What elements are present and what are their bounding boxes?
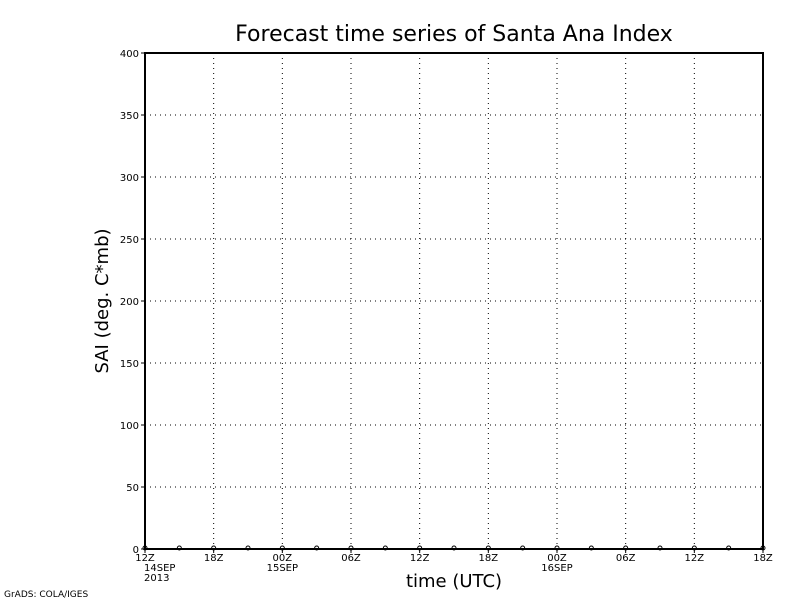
y-tick-label: 400 <box>120 49 139 60</box>
y-tick-label: 300 <box>120 173 139 184</box>
x-tick-label: 16SEP <box>541 563 572 574</box>
x-tick-label: 12Z <box>685 553 705 564</box>
footer-credit: GrADS: COLA/IGES <box>4 590 88 600</box>
x-axis-label: time (UTC) <box>406 571 502 592</box>
y-tick-label: 0 <box>133 545 139 556</box>
y-axis-ticks: 0 50 100 150 200 250 300 350 400 <box>120 49 145 556</box>
x-tick-label: 12Z <box>410 553 430 564</box>
x-tick-label: 14SEP <box>144 563 175 574</box>
x-tick-label: 18Z <box>753 553 773 564</box>
y-tick-label: 50 <box>126 483 139 494</box>
x-tick-label: 12Z <box>135 553 155 564</box>
x-tick-label: 18Z <box>479 553 499 564</box>
y-tick-label: 150 <box>120 359 139 370</box>
chart-title: Forecast time series of Santa Ana Index <box>235 22 673 47</box>
y-axis-label: SAI (deg. C*mb) <box>92 228 113 373</box>
grid-lines <box>145 53 763 549</box>
x-tick-label: 06Z <box>616 553 636 564</box>
x-tick-label: 00Z <box>547 553 567 564</box>
x-tick-label: 18Z <box>204 553 224 564</box>
x-tick-label: 15SEP <box>267 563 298 574</box>
y-tick-label: 250 <box>120 235 139 246</box>
y-tick-label: 350 <box>120 111 139 122</box>
y-tick-label: 100 <box>120 421 139 432</box>
x-tick-label: 00Z <box>273 553 293 564</box>
x-tick-label: 2013 <box>144 573 169 584</box>
y-tick-label: 200 <box>120 297 139 308</box>
x-tick-label: 06Z <box>341 553 361 564</box>
